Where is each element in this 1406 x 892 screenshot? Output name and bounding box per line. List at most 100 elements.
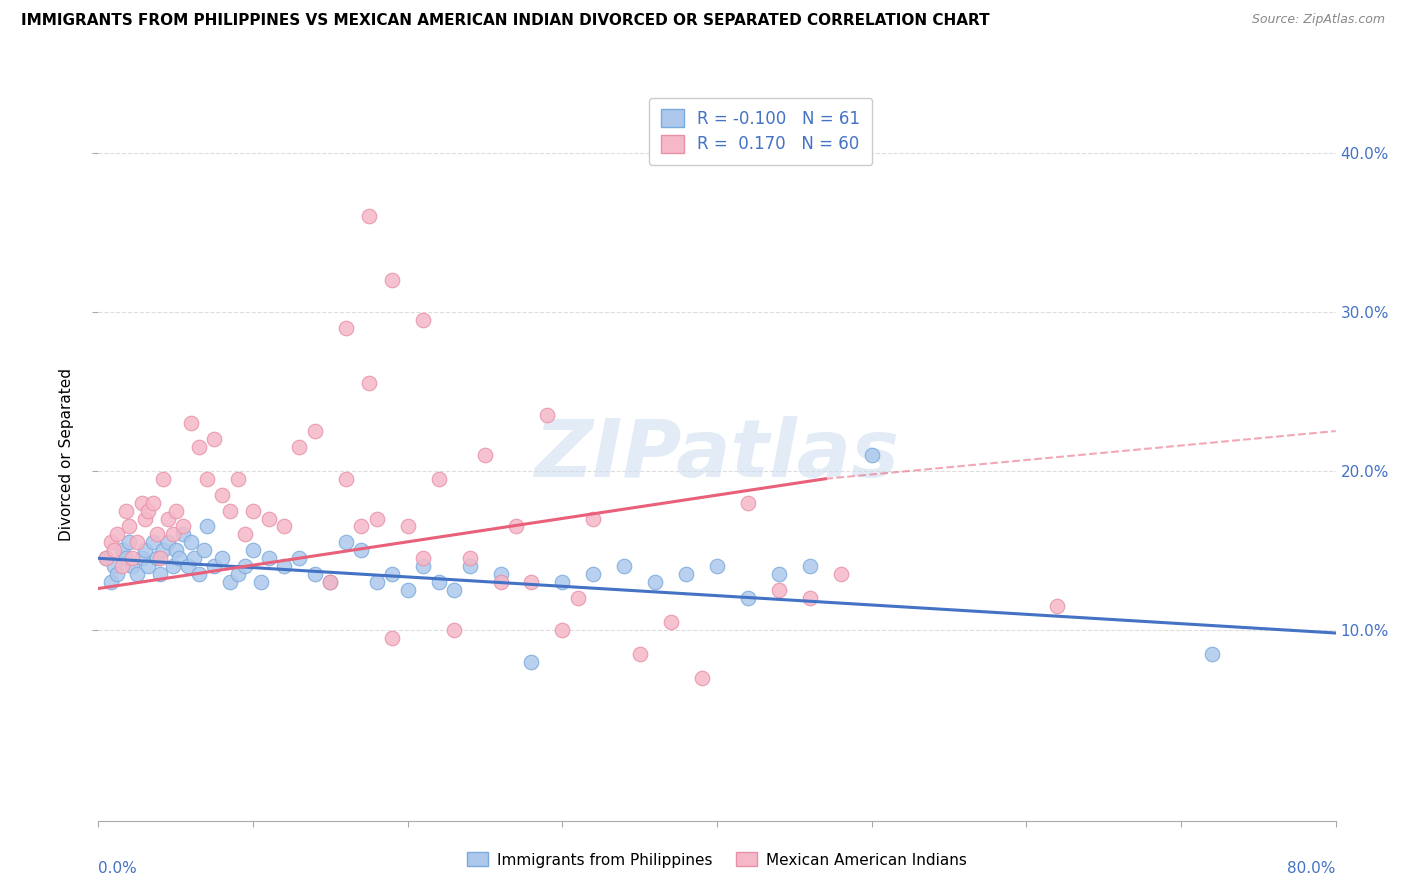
Text: Source: ZipAtlas.com: Source: ZipAtlas.com xyxy=(1251,13,1385,27)
Point xyxy=(105,527,128,541)
Point xyxy=(219,503,242,517)
Point xyxy=(396,583,419,598)
Point xyxy=(257,551,280,566)
Point xyxy=(335,320,357,334)
Point xyxy=(288,440,311,454)
Point xyxy=(443,583,465,598)
Point xyxy=(134,511,156,525)
Point xyxy=(188,567,211,582)
Point xyxy=(582,511,605,525)
Point xyxy=(613,559,636,574)
Point xyxy=(366,575,388,590)
Point xyxy=(737,495,759,509)
Point xyxy=(304,424,326,438)
Point xyxy=(204,559,226,574)
Point xyxy=(288,551,311,566)
Point xyxy=(118,519,141,533)
Point xyxy=(142,535,165,549)
Text: ZIPatlas: ZIPatlas xyxy=(534,416,900,494)
Point xyxy=(567,591,589,605)
Point xyxy=(357,376,380,391)
Point xyxy=(335,535,357,549)
Point xyxy=(115,503,138,517)
Point xyxy=(366,511,388,525)
Point xyxy=(157,535,180,549)
Point xyxy=(235,559,257,574)
Point xyxy=(1046,599,1069,613)
Point xyxy=(195,519,218,533)
Point xyxy=(180,416,202,430)
Point xyxy=(304,567,326,582)
Point xyxy=(173,527,195,541)
Point xyxy=(737,591,759,605)
Point xyxy=(118,535,141,549)
Point xyxy=(242,543,264,558)
Point xyxy=(582,567,605,582)
Point xyxy=(115,551,138,566)
Point xyxy=(381,631,404,645)
Point xyxy=(706,559,728,574)
Point xyxy=(412,312,434,326)
Point xyxy=(520,575,543,590)
Point xyxy=(204,432,226,446)
Point xyxy=(690,671,713,685)
Point xyxy=(412,559,434,574)
Point xyxy=(443,623,465,637)
Point xyxy=(319,575,342,590)
Point xyxy=(242,503,264,517)
Point xyxy=(103,543,125,558)
Point xyxy=(177,559,200,574)
Point xyxy=(768,583,790,598)
Point xyxy=(152,472,174,486)
Point xyxy=(396,519,419,533)
Point xyxy=(489,567,512,582)
Point xyxy=(830,567,852,582)
Point xyxy=(131,551,153,566)
Point xyxy=(134,543,156,558)
Point xyxy=(799,559,821,574)
Point xyxy=(536,408,558,422)
Point xyxy=(100,535,122,549)
Point xyxy=(860,448,883,462)
Point xyxy=(162,527,184,541)
Point xyxy=(103,559,125,574)
Point xyxy=(427,575,450,590)
Point xyxy=(173,519,195,533)
Point xyxy=(165,543,187,558)
Point xyxy=(111,543,134,558)
Point xyxy=(121,559,143,574)
Text: 0.0%: 0.0% xyxy=(98,861,138,876)
Point xyxy=(319,575,342,590)
Point xyxy=(136,503,159,517)
Point xyxy=(165,503,187,517)
Y-axis label: Divorced or Separated: Divorced or Separated xyxy=(59,368,75,541)
Point xyxy=(226,567,249,582)
Point xyxy=(183,551,205,566)
Point xyxy=(551,575,574,590)
Point xyxy=(273,519,295,533)
Point xyxy=(628,647,651,661)
Point xyxy=(357,210,380,224)
Point xyxy=(799,591,821,605)
Point xyxy=(257,511,280,525)
Point xyxy=(335,472,357,486)
Text: IMMIGRANTS FROM PHILIPPINES VS MEXICAN AMERICAN INDIAN DIVORCED OR SEPARATED COR: IMMIGRANTS FROM PHILIPPINES VS MEXICAN A… xyxy=(21,13,990,29)
Point xyxy=(273,559,295,574)
Point xyxy=(211,551,233,566)
Point xyxy=(188,440,211,454)
Point xyxy=(127,567,149,582)
Point xyxy=(121,551,143,566)
Point xyxy=(551,623,574,637)
Point xyxy=(505,519,527,533)
Point xyxy=(142,495,165,509)
Point xyxy=(381,273,404,287)
Point xyxy=(146,551,169,566)
Point xyxy=(149,551,172,566)
Point xyxy=(350,543,373,558)
Point xyxy=(127,535,149,549)
Point xyxy=(659,615,682,629)
Point xyxy=(219,575,242,590)
Point xyxy=(146,527,169,541)
Point xyxy=(193,543,215,558)
Point xyxy=(157,511,180,525)
